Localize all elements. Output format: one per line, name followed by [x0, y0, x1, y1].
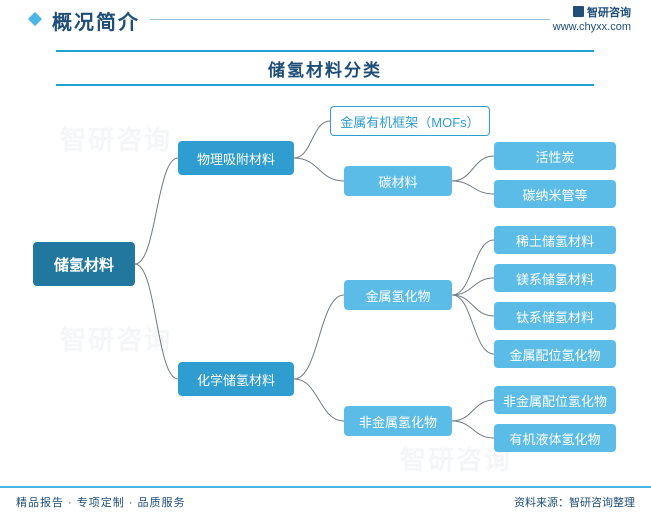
tree-node: 非金属氢化物 — [344, 406, 452, 436]
tree-node: 金属氢化物 — [344, 280, 452, 310]
tree-node: 稀土储氢材料 — [494, 226, 616, 254]
footer: 精品报告 · 专项定制 · 品质服务 资料来源：智研咨询整理 — [0, 486, 651, 512]
tree-node: 储氢材料 — [33, 242, 135, 286]
footer-right: 资料来源：智研咨询整理 — [514, 494, 635, 510]
tree-node: 金属配位氢化物 — [494, 340, 616, 368]
tree-node: 物理吸附材料 — [178, 141, 294, 175]
tree-node: 镁系储氢材料 — [494, 264, 616, 292]
header-diamond-icon — [28, 12, 42, 26]
tree-node: 碳纳米管等 — [494, 180, 616, 208]
footer-left: 精品报告 · 专项定制 · 品质服务 — [16, 494, 186, 510]
tree-node: 化学储氢材料 — [178, 362, 294, 396]
watermark: 智研咨询 — [60, 120, 172, 157]
brand-logo-icon — [573, 6, 584, 17]
tree-node: 非金属配位氢化物 — [494, 386, 616, 414]
tree-node: 金属有机框架（MOFs） — [330, 106, 490, 136]
tree-node: 碳材料 — [344, 166, 452, 196]
header-title: 概况简介 — [52, 6, 140, 35]
page: 概况简介 智研咨询 www.chyxx.com 储氢材料分类 智研咨询 智研咨询… — [0, 0, 651, 512]
header: 概况简介 智研咨询 www.chyxx.com — [0, 0, 651, 42]
tree-node: 有机液体氢化物 — [494, 424, 616, 452]
tree-node: 钛系储氢材料 — [494, 302, 616, 330]
watermark: 智研咨询 — [60, 320, 172, 357]
tree-node: 活性炭 — [494, 142, 616, 170]
header-brand: 智研咨询 www.chyxx.com — [553, 6, 631, 34]
brand-url: www.chyxx.com — [553, 20, 631, 34]
brand-name: 智研咨询 — [587, 7, 631, 19]
diagram-title-banner: 储氢材料分类 — [56, 50, 594, 86]
header-rule — [150, 19, 550, 20]
